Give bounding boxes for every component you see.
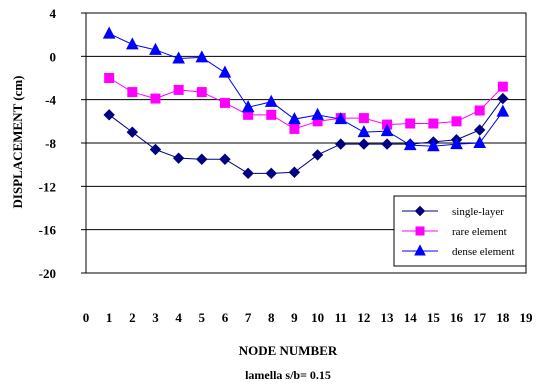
data-point xyxy=(289,123,300,134)
y-tick-label: 0 xyxy=(50,49,57,64)
x-tick-label: 12 xyxy=(357,310,370,325)
data-point xyxy=(196,87,207,98)
data-point xyxy=(497,92,509,105)
y-axis-title: DISPLACEMENT (cm) xyxy=(10,75,25,208)
data-point xyxy=(473,135,487,148)
x-tick-label: 9 xyxy=(291,310,298,325)
y-tick-label: -4 xyxy=(45,93,56,108)
chart-subtitle: lamella s/b= 0.15 xyxy=(245,368,331,382)
axes xyxy=(81,12,527,274)
y-tick-label: -20 xyxy=(39,266,56,281)
series-line xyxy=(108,98,504,174)
data-point xyxy=(218,65,232,78)
data-point xyxy=(172,51,185,64)
data-point xyxy=(126,126,139,138)
legend-label: rare element xyxy=(452,226,507,238)
y-tick-labels: 4 0 -4 -8 -12 -16 -20 xyxy=(39,6,57,281)
data-point xyxy=(195,50,209,63)
y-tick-label: 4 xyxy=(50,6,57,21)
y-tick-label: -8 xyxy=(45,136,56,151)
data-point xyxy=(104,73,115,83)
data-point xyxy=(196,153,208,165)
x-tick-label: 15 xyxy=(427,310,441,325)
data-point xyxy=(265,167,277,180)
data-point xyxy=(474,105,485,116)
y-tick-label: -12 xyxy=(39,179,56,194)
series-line xyxy=(108,77,504,130)
data-point xyxy=(428,118,439,129)
x-tick-labels: 0 1 2 3 4 5 6 7 8 9 10 11 12 13 14 15 16 17 18 19 xyxy=(83,310,533,325)
data-point xyxy=(450,137,463,150)
data-point xyxy=(496,104,510,117)
x-tick-label: 3 xyxy=(152,310,159,325)
data-point xyxy=(358,113,369,124)
data-point xyxy=(172,152,185,164)
data-point xyxy=(219,97,230,108)
data-point xyxy=(149,42,162,55)
data-point xyxy=(242,167,254,180)
legend-label: dense element xyxy=(452,246,515,258)
x-tick-label: 19 xyxy=(520,310,534,325)
x-tick-label: 18 xyxy=(496,310,510,325)
data-point xyxy=(149,143,162,156)
x-tick-label: 6 xyxy=(222,310,229,325)
y-tick-label: -16 xyxy=(39,223,57,238)
x-tick-label: 2 xyxy=(129,310,136,325)
legend-item: dense element xyxy=(402,244,515,258)
series-dense-element xyxy=(102,26,510,152)
data-point xyxy=(405,118,416,129)
x-tick-label: 17 xyxy=(473,310,487,325)
data-point xyxy=(380,124,394,137)
x-tick-label: 10 xyxy=(311,310,324,325)
x-tick-label: 16 xyxy=(450,310,464,325)
x-axis-title: NODE NUMBER xyxy=(239,343,338,358)
data-point xyxy=(451,116,462,127)
data-point xyxy=(127,87,138,98)
x-tick-label: 14 xyxy=(404,310,418,325)
series-line xyxy=(108,33,504,147)
x-tick-label: 8 xyxy=(268,310,275,325)
plot-border xyxy=(85,12,527,274)
data-point xyxy=(102,26,116,39)
x-tick-label: 11 xyxy=(335,310,347,325)
data-point xyxy=(311,149,324,161)
data-point xyxy=(173,84,184,95)
data-point xyxy=(357,125,371,138)
legend: single-layer rare element dense element xyxy=(393,195,527,267)
legend-item: rare element xyxy=(402,226,507,238)
data-point xyxy=(103,109,115,121)
series-rare-element xyxy=(104,73,508,134)
data-point xyxy=(288,112,301,125)
x-tick-label: 5 xyxy=(199,310,206,325)
x-tick-label: 1 xyxy=(106,310,113,325)
x-tick-label: 13 xyxy=(381,310,395,325)
legend-item: single-layer xyxy=(402,205,504,218)
series-single-layer xyxy=(103,92,509,180)
data-point xyxy=(358,138,370,150)
data-point xyxy=(335,138,347,150)
data-point xyxy=(219,153,231,165)
data-point xyxy=(288,166,301,178)
data-point xyxy=(125,37,139,50)
x-tick-label: 7 xyxy=(245,310,252,325)
legend-label: single-layer xyxy=(452,206,504,218)
data-point xyxy=(497,81,508,92)
series xyxy=(102,26,510,180)
data-point xyxy=(473,124,486,136)
data-point xyxy=(264,94,278,107)
data-point xyxy=(311,107,324,120)
data-point xyxy=(334,112,348,125)
data-point xyxy=(150,93,161,104)
data-point xyxy=(381,138,393,150)
data-point xyxy=(266,109,277,120)
data-point xyxy=(241,100,255,113)
data-point xyxy=(403,138,417,151)
x-tick-label: 0 xyxy=(83,310,90,325)
data-point xyxy=(427,139,440,152)
x-tick-label: 4 xyxy=(175,310,182,325)
